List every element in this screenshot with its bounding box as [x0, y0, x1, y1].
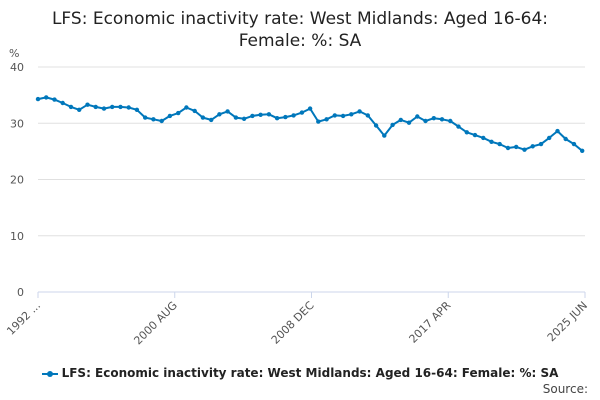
data-point[interactable] — [456, 124, 461, 129]
grid-lines — [38, 66, 585, 237]
data-point[interactable] — [365, 113, 370, 118]
data-point[interactable] — [266, 112, 272, 117]
data-point[interactable] — [184, 105, 189, 110]
data-point[interactable] — [423, 118, 428, 124]
data-point[interactable] — [93, 104, 98, 110]
y-tick-label: 40 — [10, 61, 24, 74]
data-point[interactable] — [431, 116, 436, 121]
data-point[interactable] — [580, 148, 585, 153]
x-tick-label: 1992 ... — [4, 299, 43, 338]
data-point[interactable] — [68, 104, 74, 110]
y-tick-label: 0 — [17, 286, 24, 299]
data-point[interactable] — [118, 104, 123, 110]
axes: 0 10 20 30 40% 1992 ... 2000 AUG 2008 DEC 2017 A… — [4, 47, 590, 347]
data-point[interactable] — [332, 113, 337, 118]
data-point[interactable] — [110, 104, 115, 110]
data-point[interactable] — [241, 116, 247, 122]
data-point[interactable] — [481, 135, 486, 141]
y-axis-label: % — [9, 47, 19, 60]
data-point[interactable] — [415, 114, 420, 119]
series-layer — [35, 95, 585, 153]
data-point[interactable] — [324, 117, 329, 122]
data-point[interactable] — [225, 109, 230, 114]
data-point[interactable] — [233, 115, 239, 120]
data-point[interactable] — [52, 97, 57, 102]
data-point[interactable] — [522, 147, 527, 152]
y-tick-label: 20 — [10, 174, 24, 187]
chart-title: LFS: Economic inactivity rate: West Midl… — [0, 8, 600, 52]
legend-label: LFS: Economic inactivity rate: West Midl… — [61, 366, 559, 380]
data-point[interactable] — [382, 133, 387, 138]
data-point[interactable] — [126, 105, 131, 110]
data-point[interactable] — [563, 136, 568, 142]
chart-title-line-2: Female: %: SA — [238, 31, 362, 51]
data-point[interactable] — [274, 116, 280, 121]
data-point[interactable] — [373, 123, 379, 128]
data-point[interactable] — [316, 119, 321, 124]
data-point[interactable] — [176, 110, 181, 116]
data-point[interactable] — [77, 107, 82, 113]
data-point[interactable] — [390, 122, 395, 128]
x-tick-label: 2025 JUN — [545, 299, 590, 344]
data-point[interactable] — [101, 106, 107, 111]
data-point[interactable] — [159, 118, 164, 124]
data-point[interactable] — [489, 139, 494, 144]
data-point[interactable] — [497, 141, 502, 147]
data-point[interactable] — [192, 108, 197, 114]
data-point[interactable] — [514, 144, 519, 150]
data-point[interactable] — [349, 112, 354, 117]
data-point[interactable] — [555, 128, 560, 134]
data-point[interactable] — [151, 117, 156, 122]
data-point[interactable] — [291, 113, 296, 118]
data-point[interactable] — [143, 115, 148, 120]
data-point[interactable] — [472, 132, 478, 138]
data-point[interactable] — [60, 100, 65, 106]
data-point[interactable] — [439, 117, 445, 122]
y-tick-label: 30 — [10, 117, 24, 130]
data-point[interactable] — [217, 112, 222, 117]
data-point[interactable] — [357, 109, 362, 114]
data-point[interactable] — [406, 120, 412, 125]
legend[interactable]: LFS: Economic inactivity rate: West Midl… — [0, 366, 600, 380]
data-point[interactable] — [209, 117, 214, 123]
x-tick-label: 2008 DEC — [269, 299, 317, 347]
chart-title-line-1: LFS: Economic inactivity rate: West Midl… — [51, 9, 549, 29]
data-point[interactable] — [283, 114, 288, 120]
data-point[interactable] — [307, 106, 313, 111]
data-point[interactable] — [505, 145, 511, 151]
data-point[interactable] — [340, 113, 346, 119]
source-label[interactable]: Source: — [542, 382, 588, 396]
data-point[interactable] — [398, 117, 403, 123]
data-point[interactable] — [530, 144, 535, 149]
data-point[interactable] — [258, 112, 263, 118]
data-point[interactable] — [200, 115, 206, 120]
data-point[interactable] — [35, 96, 41, 102]
data-point[interactable] — [448, 118, 453, 124]
y-tick-label: 10 — [10, 230, 24, 243]
data-point[interactable] — [44, 95, 49, 100]
data-point[interactable] — [299, 110, 305, 115]
x-tick-label: 2000 AUG — [131, 299, 180, 348]
data-point[interactable] — [167, 113, 173, 119]
data-point[interactable] — [538, 141, 544, 147]
data-point[interactable] — [547, 135, 552, 141]
x-tick-label: 2017 APR — [406, 299, 453, 346]
data-point[interactable] — [464, 130, 469, 135]
data-point[interactable] — [85, 102, 90, 107]
data-point[interactable] — [134, 107, 140, 113]
legend-swatch-icon — [41, 370, 58, 377]
data-point[interactable] — [571, 141, 577, 147]
data-point[interactable] — [250, 113, 255, 119]
